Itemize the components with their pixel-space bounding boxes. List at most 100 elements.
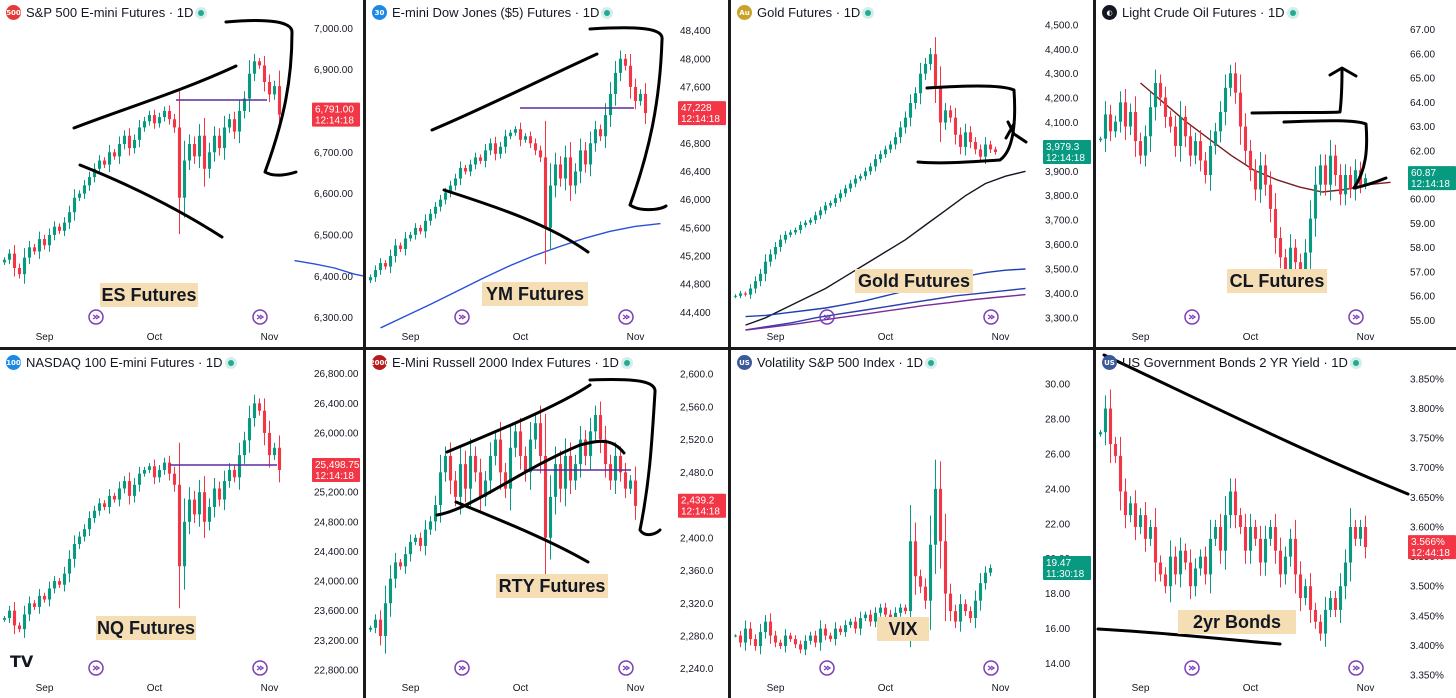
market-open-dot-icon <box>227 359 234 366</box>
candle <box>583 142 588 173</box>
candle <box>988 564 993 577</box>
bar-countdown: 12:14:18 <box>315 471 354 482</box>
chart-canvas[interactable]: 6,300.00 6,400.00 6,500.00 6,600.00 6,700.00… <box>0 0 363 347</box>
candle <box>12 602 17 635</box>
candle <box>77 190 82 202</box>
events-icon[interactable] <box>618 660 634 676</box>
hand-drawn-annotation[interactable] <box>78 163 224 239</box>
candle <box>82 179 87 199</box>
candle <box>743 291 748 297</box>
panel-title[interactable]: ◐ Light Crude Oil Futures · 1D <box>1102 5 1296 20</box>
panel-title[interactable]: Au Gold Futures · 1D <box>737 5 872 20</box>
price-tick-label: 3.500% <box>1410 582 1444 593</box>
go-to-realtime-icon[interactable] <box>454 660 470 676</box>
candle <box>838 189 843 202</box>
panel-title[interactable]: 500 S&P 500 E-mini Futures · 1D <box>6 5 205 20</box>
chart-canvas[interactable]: 3.350%3.400%3.450%3.500%3.550%3.600%3.65… <box>1096 350 1456 698</box>
events-icon[interactable] <box>983 660 999 676</box>
hand-drawn-annotation[interactable] <box>72 64 238 130</box>
candle <box>828 632 833 643</box>
chart-canvas[interactable]: 55.0056.0057.0058.0059.0060.0061.0062.00… <box>1096 0 1456 347</box>
panel-title[interactable]: 100 NASDAQ 100 E-mini Futures · 1D <box>6 355 234 370</box>
candle <box>42 592 47 603</box>
candle <box>1343 549 1348 600</box>
panel-title[interactable]: 2000 E-Mini Russell 2000 Index Futures · … <box>370 355 630 370</box>
candle <box>753 634 758 651</box>
go-to-realtime-icon[interactable] <box>88 660 104 676</box>
candle <box>863 167 868 180</box>
go-to-realtime-icon[interactable] <box>454 309 470 325</box>
chart-panel-es[interactable]: 500 S&P 500 E-mini Futures · 1D 6,300.00 6,… <box>0 0 363 347</box>
hand-drawn-annotation[interactable] <box>430 52 599 132</box>
chart-panel-cl[interactable]: ◐ Light Crude Oil Futures · 1D 55.00 56.00 5… <box>1096 0 1456 347</box>
hand-drawn-annotation[interactable] <box>588 378 662 537</box>
symbol-logo-icon: US <box>1102 355 1117 370</box>
chart-canvas[interactable]: 44,400 44,800 45,200 45,600 46,000 46,400 46,8… <box>366 0 728 347</box>
candle <box>1148 519 1153 546</box>
price-tick-label: 23,600.00 <box>314 606 359 617</box>
candle <box>212 126 217 162</box>
chart-panel-ym[interactable]: 30 E-mini Dow Jones ($5) Futures · 1D 44,4… <box>366 0 728 347</box>
events-icon[interactable] <box>618 309 634 325</box>
go-to-realtime-icon[interactable] <box>1184 660 1200 676</box>
panel-title[interactable]: US Volatility S&P 500 Index · 1D <box>737 355 934 370</box>
candle <box>768 613 773 644</box>
hand-drawn-annotation[interactable] <box>1004 122 1016 140</box>
hand-drawn-annotation[interactable] <box>1006 120 1028 144</box>
chart-panel-vix[interactable]: US Volatility S&P 500 Index · 1D 14.00 16.0… <box>731 350 1093 698</box>
hand-drawn-annotation[interactable] <box>454 500 590 564</box>
candle <box>883 602 888 620</box>
hand-drawn-annotation[interactable] <box>442 188 590 254</box>
price-tick-label: 57.00 <box>1410 267 1435 278</box>
time-tick-label: Sep <box>767 683 785 694</box>
panel-title[interactable]: 30 E-mini Dow Jones ($5) Futures · 1D <box>372 5 611 20</box>
chart-label-box: 2yr Bonds <box>1178 610 1296 634</box>
candle <box>623 53 628 71</box>
events-icon[interactable] <box>1348 309 1364 325</box>
candle <box>57 223 62 235</box>
candle <box>573 163 578 194</box>
candle <box>943 513 948 622</box>
hand-drawn-annotation[interactable] <box>224 18 298 177</box>
panel-title[interactable]: US US Government Bonds 2 YR Yield · 1D <box>1102 355 1359 370</box>
candle <box>1218 513 1223 564</box>
chart-panel-rty[interactable]: 2000 E-Mini Russell 2000 Index Futures · … <box>366 350 728 698</box>
chart-canvas[interactable]: 22,800.00 23,200.00 23,600.00 24,000.00 24,4… <box>0 350 363 698</box>
candle <box>152 459 157 485</box>
price-tick-label: 26,400.00 <box>314 399 359 410</box>
events-icon[interactable] <box>252 309 268 325</box>
go-to-realtime-icon[interactable] <box>819 660 835 676</box>
hand-drawn-annotation[interactable] <box>1102 353 1410 496</box>
market-open-dot-icon <box>604 9 611 16</box>
chart-panel-gc[interactable]: Au Gold Futures · 1D 3,300.0 3,400.0 3,500.0… <box>731 0 1093 347</box>
hand-drawn-annotation[interactable] <box>1282 119 1388 190</box>
candle <box>418 532 423 552</box>
candle <box>222 470 227 511</box>
go-to-realtime-icon[interactable] <box>819 309 835 325</box>
hand-drawn-annotation[interactable] <box>588 26 668 212</box>
hand-drawn-annotation[interactable] <box>445 383 592 454</box>
chart-canvas[interactable]: 2,240.02,280.02,320.02,360.02,400.02,440… <box>366 350 728 698</box>
candle <box>1278 537 1283 588</box>
go-to-realtime-icon[interactable] <box>88 309 104 325</box>
candle <box>267 420 272 468</box>
events-icon[interactable] <box>1348 660 1364 676</box>
candle <box>823 623 828 641</box>
candle <box>212 477 217 518</box>
events-icon[interactable] <box>983 309 999 325</box>
chart-panel-us2y[interactable]: US US Government Bonds 2 YR Yield · 1D 3.3… <box>1096 350 1456 698</box>
hand-drawn-annotation[interactable] <box>1250 68 1344 115</box>
chart-canvas[interactable]: 14.0016.0018.0020.0022.0024.0026.0028.00… <box>731 350 1093 698</box>
go-to-realtime-icon[interactable] <box>1184 309 1200 325</box>
hand-drawn-annotation[interactable] <box>1096 627 1282 646</box>
hand-drawn-annotation[interactable] <box>1328 66 1358 78</box>
chart-panel-nq[interactable]: 100 NASDAQ 100 E-mini Futures · 1D 22,800.… <box>0 350 363 698</box>
events-icon[interactable] <box>252 660 268 676</box>
candle <box>543 120 548 265</box>
candle <box>1313 602 1318 629</box>
hand-drawn-annotation[interactable] <box>916 84 1017 165</box>
moving-average-line <box>745 170 1026 326</box>
chart-canvas[interactable]: 3,300.0 3,400.0 3,500.0 3,600.0 3,700.0 3,800… <box>731 0 1093 347</box>
